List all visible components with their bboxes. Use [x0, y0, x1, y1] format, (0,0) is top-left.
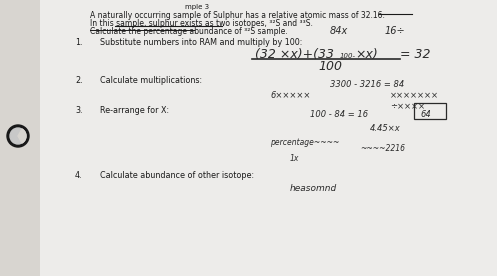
Text: A naturally occurring sample of Sulphur has a relative atomic mass of 32.16.: A naturally occurring sample of Sulphur …	[90, 11, 385, 20]
Text: ~~~~2216: ~~~~2216	[360, 144, 405, 153]
Text: Calculate abundance of other isotope:: Calculate abundance of other isotope:	[100, 171, 254, 180]
Circle shape	[7, 125, 29, 147]
Text: In this sample, sulphur exists as two isotopes, ³²S and ³³S.: In this sample, sulphur exists as two is…	[90, 19, 313, 28]
Text: 100 - 84 = 16: 100 - 84 = 16	[310, 110, 368, 119]
Text: mple 3: mple 3	[185, 4, 209, 10]
Text: 1x: 1x	[290, 154, 299, 163]
FancyBboxPatch shape	[0, 0, 60, 276]
Text: 4.: 4.	[75, 171, 83, 180]
Text: heasomnd: heasomnd	[290, 184, 337, 193]
FancyBboxPatch shape	[40, 0, 497, 276]
Text: 1.: 1.	[75, 38, 83, 47]
Text: Re-arrange for X:: Re-arrange for X:	[100, 106, 169, 115]
Text: Substitute numbers into RAM and multiply by 100:: Substitute numbers into RAM and multiply…	[100, 38, 302, 47]
Text: 6×××××: 6×××××	[270, 91, 310, 100]
Text: 4.45×x: 4.45×x	[370, 124, 401, 133]
Text: Calculate multiplications:: Calculate multiplications:	[100, 76, 202, 85]
Text: 3.: 3.	[75, 106, 83, 115]
Text: 16÷: 16÷	[385, 26, 406, 36]
Text: 3300 - 3216 = 84: 3300 - 3216 = 84	[330, 80, 404, 89]
Wedge shape	[18, 129, 26, 143]
Circle shape	[10, 128, 26, 144]
Text: 84x: 84x	[330, 26, 348, 36]
Text: Calculate the percentage abundance of ³²S sample.: Calculate the percentage abundance of ³²…	[90, 27, 288, 36]
Text: 2.: 2.	[75, 76, 83, 85]
Text: (32 ×x)+(33: (32 ×x)+(33	[255, 48, 334, 61]
Text: = 32: = 32	[400, 48, 430, 61]
Text: ×x): ×x)	[355, 48, 378, 61]
Text: percentage~~~~: percentage~~~~	[270, 138, 339, 147]
Text: ÷××××: ÷××××	[390, 102, 425, 111]
Text: 100: 100	[318, 60, 342, 73]
Text: 100-: 100-	[340, 53, 356, 59]
Text: ×××××××: ×××××××	[390, 91, 439, 100]
Text: 64: 64	[420, 110, 431, 119]
